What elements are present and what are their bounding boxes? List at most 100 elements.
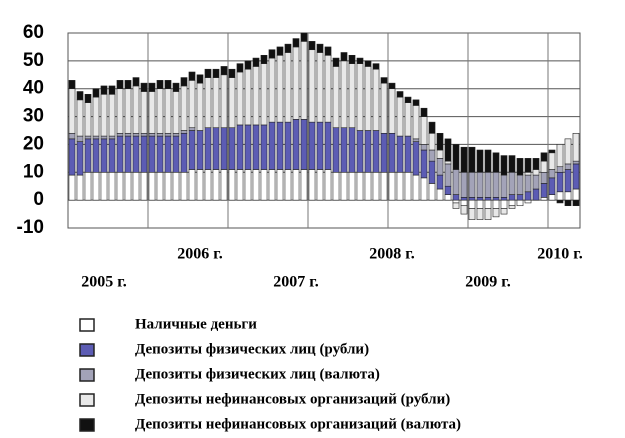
bar-segment xyxy=(124,135,132,173)
bar-segment xyxy=(148,82,156,92)
bar-segment xyxy=(76,174,84,201)
bar-segment xyxy=(124,132,132,137)
bar-segment xyxy=(548,169,556,179)
bar-segment xyxy=(276,54,284,123)
bar-segment xyxy=(84,102,92,137)
bar-segment xyxy=(348,127,356,173)
legend-label: Депозиты нефинансовых организаций (валют… xyxy=(135,416,461,432)
bar-segment xyxy=(124,171,132,201)
bar-segment xyxy=(468,208,476,220)
bar-segment xyxy=(212,77,220,129)
bar-segment xyxy=(364,60,372,67)
bar-segment xyxy=(468,197,476,201)
bar-segment xyxy=(412,105,420,140)
bar-segment xyxy=(252,124,260,170)
bar-segment xyxy=(92,171,100,201)
bar-segment xyxy=(156,88,164,134)
bar-segment xyxy=(140,82,148,92)
bar-segment xyxy=(540,171,548,184)
bar-segment xyxy=(500,197,508,201)
bar-segment xyxy=(132,171,140,201)
bar-segment xyxy=(524,174,532,193)
bar-segment xyxy=(356,63,364,131)
bar-segment xyxy=(492,197,500,201)
bar-segment xyxy=(260,124,268,170)
bar-segment xyxy=(572,163,580,190)
bar-segment xyxy=(300,32,308,42)
legend-label: Наличные деньги xyxy=(135,316,257,332)
bar-segment xyxy=(492,208,500,218)
bar-segment xyxy=(292,169,300,201)
y-tick-label: 50 xyxy=(23,50,44,71)
bar-segment xyxy=(316,52,324,123)
bar-segment xyxy=(100,138,108,173)
bar-segment xyxy=(332,171,340,201)
bar-segment xyxy=(564,169,572,193)
bar-segment xyxy=(188,71,196,81)
bar-segment xyxy=(172,171,180,201)
bar-segment xyxy=(404,171,412,201)
bar-segment xyxy=(492,199,500,209)
bar-segment xyxy=(524,171,532,176)
bar-segment xyxy=(76,141,84,176)
bar-segment xyxy=(108,85,116,95)
bar-segment xyxy=(108,171,116,201)
bar-segment xyxy=(420,177,428,201)
bar-segment xyxy=(164,135,172,173)
bar-segment xyxy=(428,160,436,184)
bar-segment xyxy=(164,80,172,90)
bar-segment xyxy=(124,88,132,134)
bar-segment xyxy=(516,194,524,201)
bar-segment xyxy=(380,171,388,201)
bar-segment xyxy=(572,132,580,162)
bar-segment xyxy=(220,74,228,129)
legend-swatch xyxy=(79,368,95,382)
bar-segment xyxy=(180,132,188,173)
bar-segment xyxy=(228,127,236,170)
bar-segment xyxy=(148,135,156,173)
bar-segment xyxy=(556,199,564,204)
bar-segment xyxy=(516,199,524,207)
bar-segment xyxy=(188,130,196,170)
bar-segment xyxy=(548,152,556,170)
bar-segment xyxy=(116,171,124,201)
legend-swatch xyxy=(79,343,95,357)
bar-segment xyxy=(484,197,492,201)
bar-segment xyxy=(252,66,260,126)
bar-segment xyxy=(164,88,172,134)
bar-segment xyxy=(532,169,540,176)
bar-segment xyxy=(220,169,228,201)
bar-segment xyxy=(508,199,516,207)
bar-segment xyxy=(332,66,340,129)
bar-segment xyxy=(236,71,244,126)
bar-segment xyxy=(572,188,580,201)
bar-segment xyxy=(292,46,300,120)
bar-segment xyxy=(380,77,388,84)
bar-segment xyxy=(124,80,132,90)
bar-segment xyxy=(220,66,228,76)
bar-segment xyxy=(388,82,396,90)
bar-segment xyxy=(412,138,420,142)
bar-segment xyxy=(468,171,476,198)
bar-segment xyxy=(140,171,148,201)
bar-segment xyxy=(180,171,188,201)
bar-segment xyxy=(172,91,180,134)
bar-segment xyxy=(484,199,492,209)
bar-segment xyxy=(340,171,348,201)
bar-segment xyxy=(68,174,76,201)
bar-segment xyxy=(516,174,524,195)
bar-segment xyxy=(540,183,548,198)
bar-segment xyxy=(364,130,372,173)
bar-segment xyxy=(244,169,252,201)
bar-segment xyxy=(156,80,164,90)
bar-segment xyxy=(284,43,292,53)
y-tick-label: 0 xyxy=(33,189,44,210)
bar-segment xyxy=(116,132,124,137)
bar-segment xyxy=(324,121,332,170)
bar-segment xyxy=(420,107,428,117)
bar-segment xyxy=(252,169,260,201)
bar-segment xyxy=(156,132,164,137)
legend-label: Депозиты физических лиц (рубли) xyxy=(135,341,369,357)
bar-segment xyxy=(132,132,140,137)
legend-label: Депозиты нефинансовых организаций (рубли… xyxy=(135,391,450,407)
